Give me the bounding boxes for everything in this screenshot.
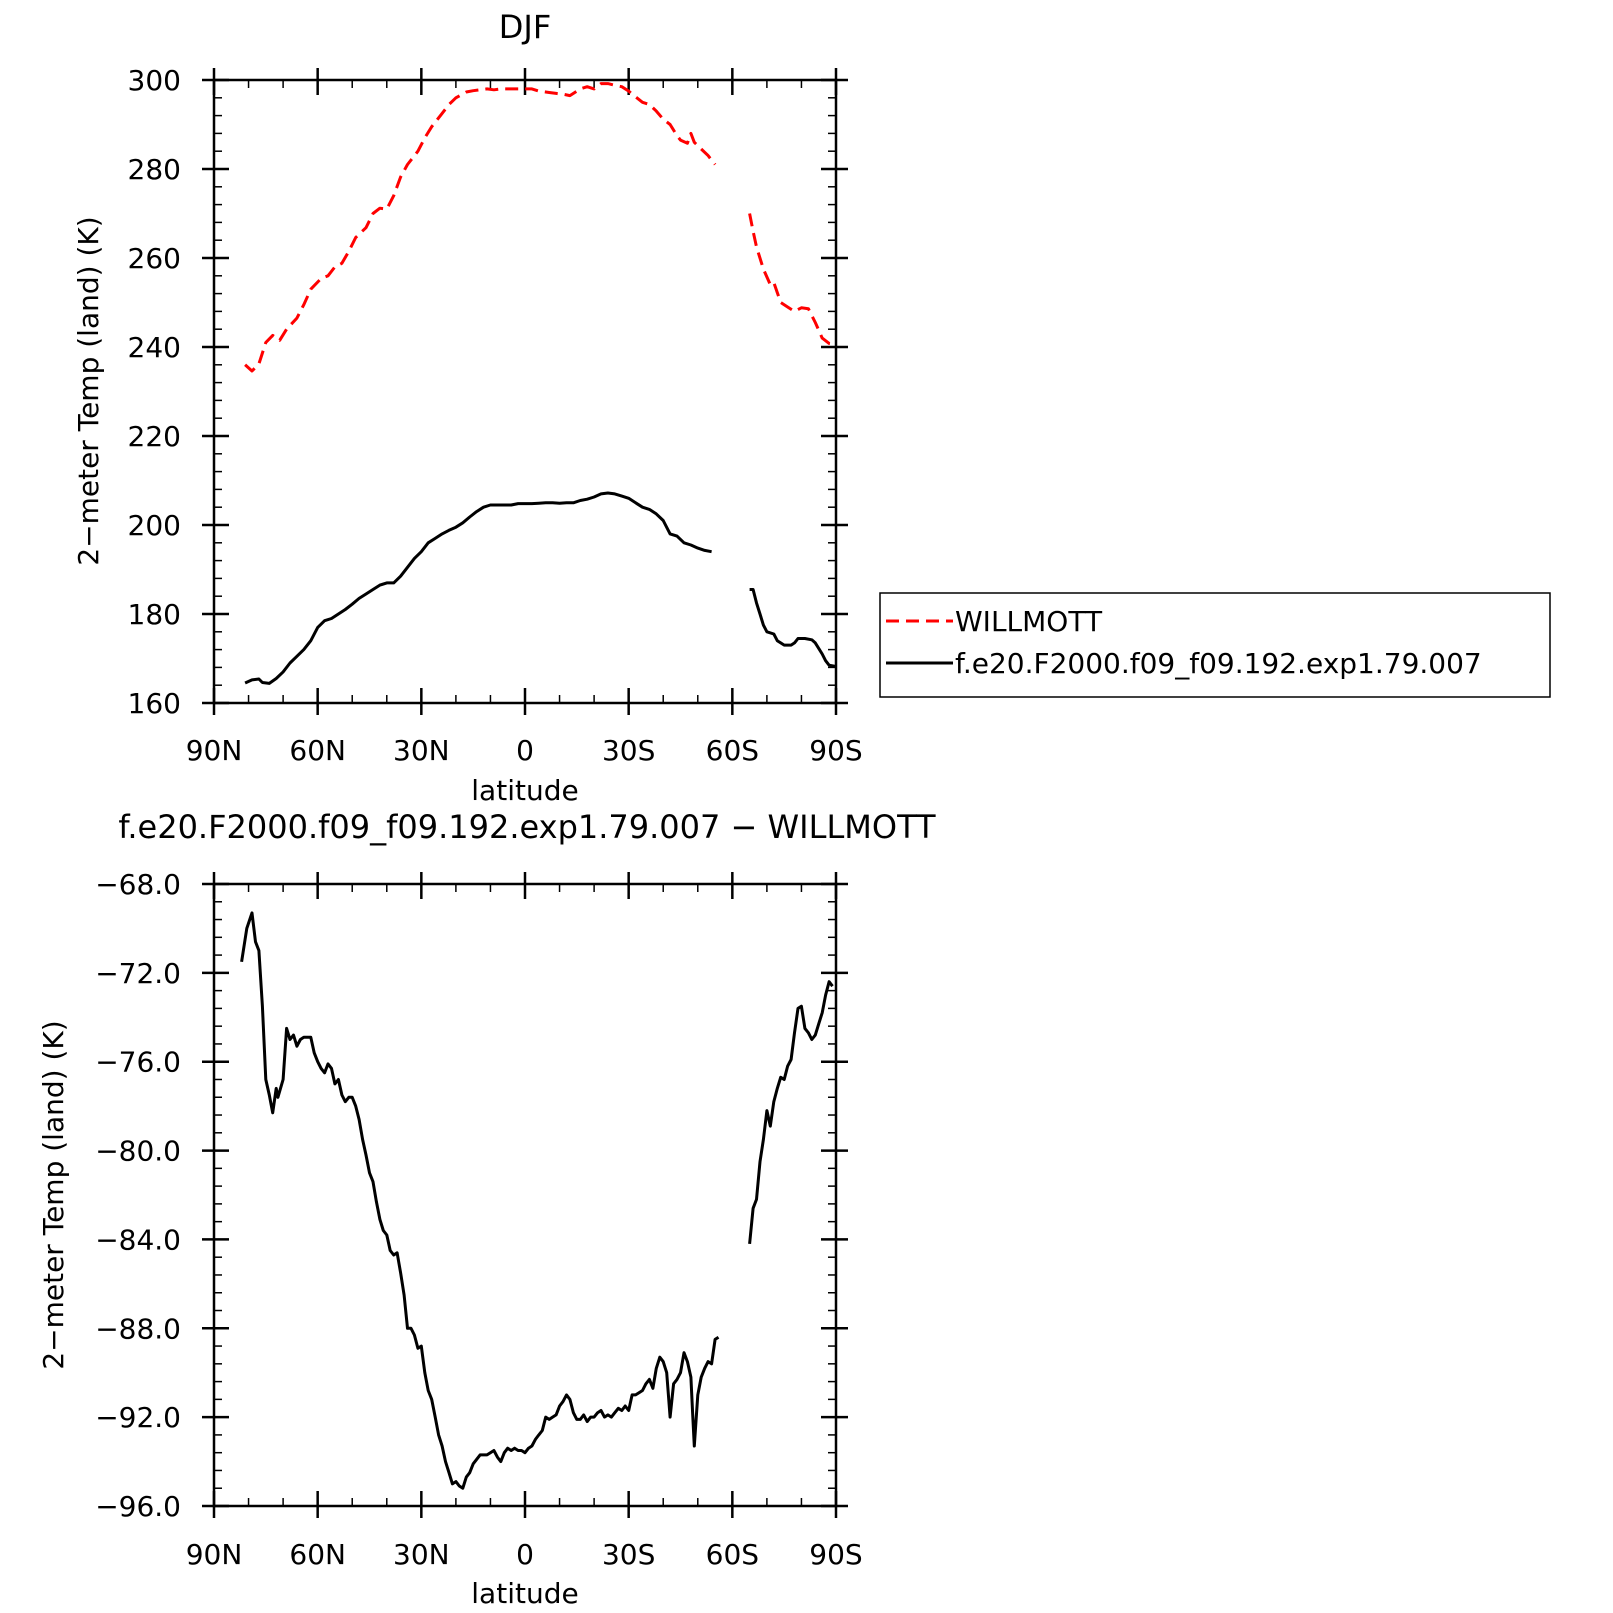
- x-tick-label: 60N: [289, 734, 346, 767]
- y-tick-label: −68.0: [95, 868, 181, 901]
- y-tick-label: 160: [128, 687, 181, 720]
- series-0-line-segment: [240, 911, 720, 1490]
- x-tick-label: 0: [516, 1538, 534, 1571]
- series-0-line-segment: [244, 82, 717, 373]
- y-tick-label: −72.0: [95, 957, 181, 990]
- x-axis-label: latitude: [471, 1577, 578, 1610]
- series-0-line-segment: [748, 213, 837, 346]
- y-tick-label: −96.0: [95, 1490, 181, 1523]
- x-axis-label: latitude: [471, 774, 578, 807]
- y-tick-label: 300: [128, 64, 181, 97]
- y-tick-label: 200: [128, 509, 181, 542]
- series-0-line-segment: [748, 980, 834, 1245]
- x-tick-label: 60N: [289, 1538, 346, 1571]
- x-tick-label: 90N: [186, 1538, 243, 1571]
- bottom-panel: −68.0 −72.0 −76.0 −80.0 −84.0 −88.0 −92.0 −96.0…: [37, 808, 936, 1610]
- x-tick-label: 90S: [809, 1538, 862, 1571]
- plot-frame: [212, 882, 838, 1508]
- y-tick-label: −80.0: [95, 1135, 181, 1168]
- plot-frame: [212, 78, 838, 705]
- x-tick-label: 60S: [706, 734, 759, 767]
- x-tick-label: 30S: [602, 1538, 655, 1571]
- chart-title: DJF: [499, 8, 551, 46]
- y-axis-label: 2−meter Temp (land) (K): [72, 216, 105, 565]
- series-1-line-segment: [244, 491, 712, 685]
- y-axis-label: 2−meter Temp (land) (K): [37, 1020, 70, 1369]
- y-tick-label: −92.0: [95, 1401, 181, 1434]
- legend: WILLMOTT f.e20.F2000.f09_f09.192.exp1.79.…: [879, 592, 1551, 698]
- legend-label: WILLMOTT: [955, 605, 1103, 638]
- x-tick-label: 30N: [393, 1538, 450, 1571]
- legend-box: [879, 592, 1551, 698]
- y-tick-label: 260: [128, 242, 181, 275]
- legend-label: f.e20.F2000.f09_f09.192.exp1.79.007: [955, 647, 1482, 680]
- x-tick-label: 90S: [809, 734, 862, 767]
- series-1-line-segment: [749, 588, 837, 668]
- y-tick-label: 180: [128, 598, 181, 631]
- y-tick-label: 240: [128, 331, 181, 364]
- x-tick-label: 30N: [393, 734, 450, 767]
- x-tick-label: 0: [516, 734, 534, 767]
- y-tick-label: −88.0: [95, 1312, 181, 1345]
- chart-title: f.e20.F2000.f09_f09.192.exp1.79.007 − WI…: [118, 808, 936, 846]
- x-tick-label: 90N: [186, 734, 243, 767]
- x-tick-label: 30S: [602, 734, 655, 767]
- y-tick-label: −84.0: [95, 1223, 181, 1256]
- y-tick-label: 220: [128, 420, 181, 453]
- y-tick-label: 280: [128, 153, 181, 186]
- x-tick-label: 60S: [706, 1538, 759, 1571]
- y-tick-label: −76.0: [95, 1046, 181, 1079]
